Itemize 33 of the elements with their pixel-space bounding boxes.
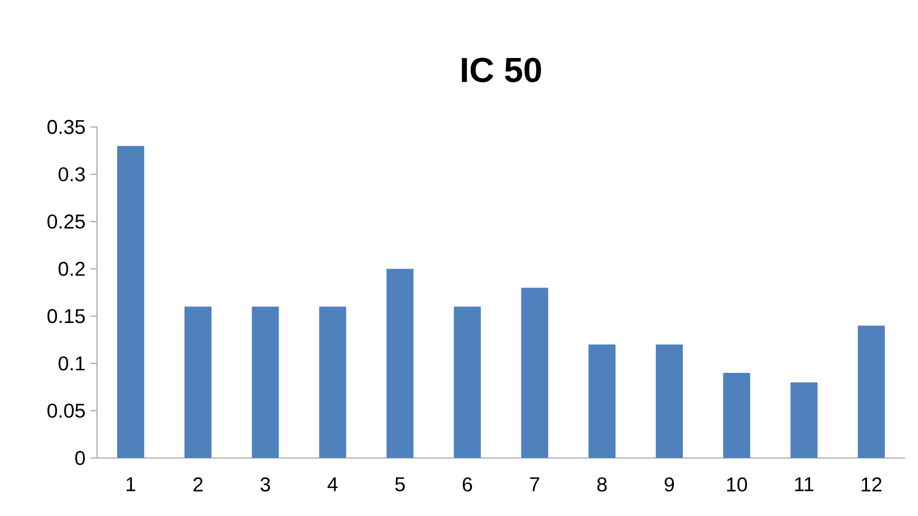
bar [790, 382, 818, 458]
y-tick-label: 0.15 [47, 309, 85, 324]
bar [386, 268, 414, 458]
x-tick-label: 9 [664, 477, 674, 492]
y-tick-label: 0.2 [58, 262, 85, 276]
bar [656, 344, 683, 458]
x-tick-label: 6 [462, 477, 472, 492]
y-tick-label: 0.1 [58, 356, 85, 370]
x-tick-label: 10 [727, 477, 747, 492]
x-tick-label: 3 [260, 477, 270, 492]
bar [252, 306, 279, 458]
x-tick-label: 4 [328, 477, 338, 492]
x-tick-label: 11 [795, 477, 814, 492]
x-tick-label: 2 [193, 477, 203, 492]
x-tick-label: 5 [395, 477, 405, 492]
bar [184, 306, 212, 458]
bar [588, 344, 616, 458]
bar [454, 306, 481, 458]
chart-title: IC 50 [462, 58, 541, 82]
bar [858, 326, 885, 458]
x-tick-label: 8 [597, 477, 607, 492]
y-tick-label: 0.35 [47, 120, 85, 134]
bar [319, 306, 346, 458]
bar [117, 146, 144, 458]
bar [723, 372, 750, 458]
x-tick-label: 1 [126, 477, 136, 492]
y-tick-label: 0.05 [47, 404, 85, 418]
y-tick-label: 0 [75, 450, 85, 466]
y-tick-label: 0.3 [58, 167, 85, 182]
y-tick-label: 0.25 [47, 214, 85, 229]
x-tick-label: 7 [530, 477, 540, 492]
bar [521, 288, 548, 458]
x-tick-label: 12 [862, 477, 882, 492]
